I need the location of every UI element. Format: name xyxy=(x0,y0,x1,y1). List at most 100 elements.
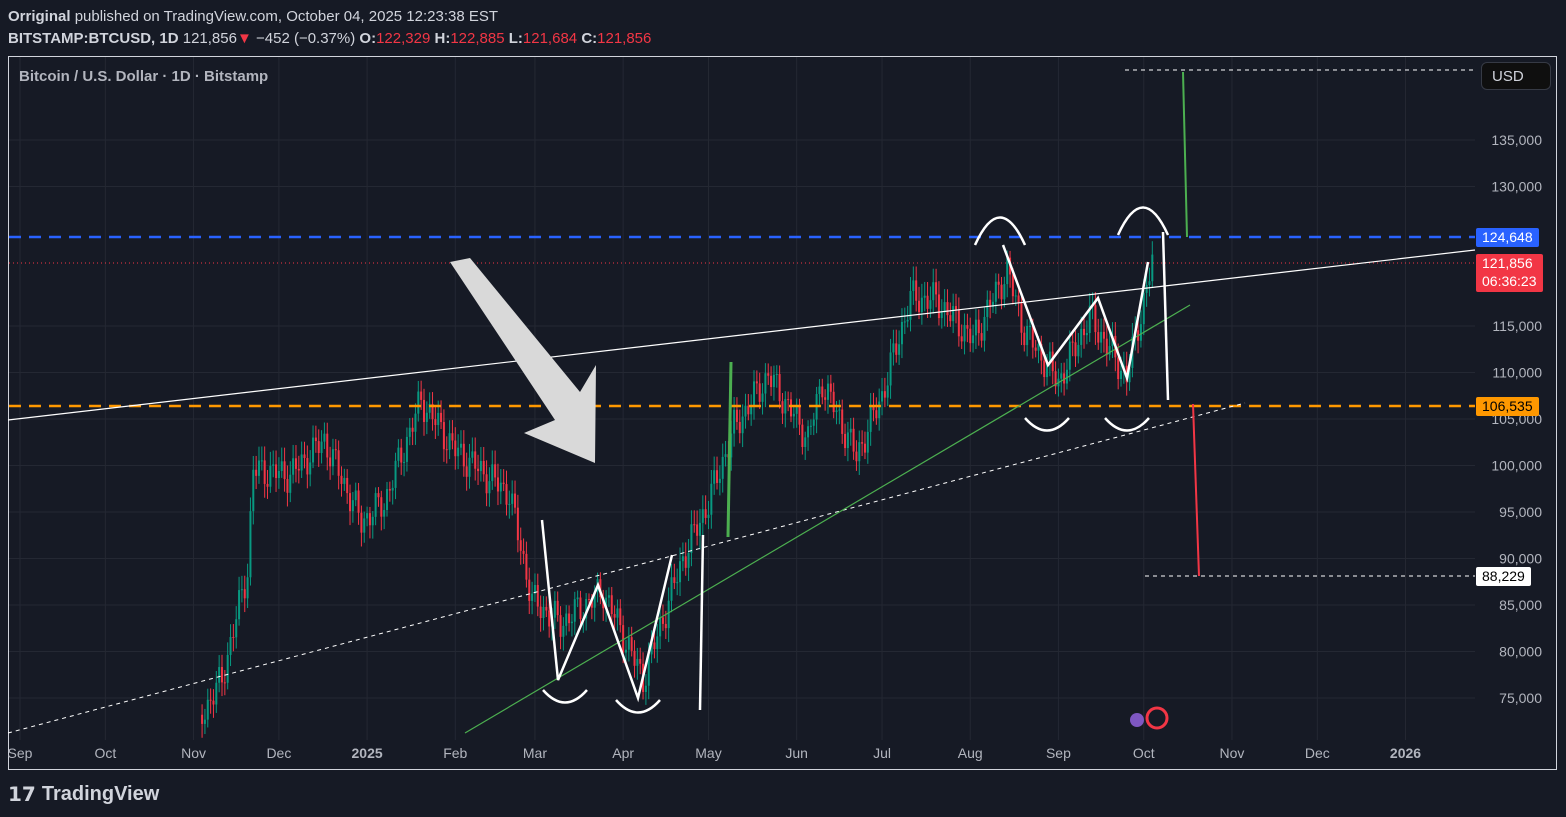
candle-body xyxy=(1054,371,1057,387)
candle-body xyxy=(1102,331,1105,339)
candle-body xyxy=(789,399,792,417)
candle-body xyxy=(1128,367,1131,383)
candle-body xyxy=(613,614,616,618)
candle-body xyxy=(778,374,781,402)
candle-body xyxy=(257,460,260,476)
candle-body xyxy=(983,316,986,341)
candle-body xyxy=(1080,328,1083,345)
candle-body xyxy=(1043,360,1046,378)
candle-body xyxy=(377,493,380,498)
candle-body xyxy=(260,460,263,462)
candle-body xyxy=(451,433,454,441)
candle-body xyxy=(519,540,522,551)
candle-body xyxy=(915,280,918,301)
tradingview-logo[interactable]: 𝟭𝟳 TradingView xyxy=(8,782,159,807)
candle-body xyxy=(909,290,912,320)
top-arc xyxy=(973,216,1027,246)
candle-body xyxy=(252,469,255,512)
candle-body xyxy=(718,478,721,483)
candle-body xyxy=(491,464,494,482)
candle-body xyxy=(1097,332,1100,343)
x-tick-label: Sep xyxy=(1046,745,1071,761)
candle-body xyxy=(292,458,295,475)
candle-body xyxy=(809,425,812,427)
candle-body xyxy=(334,449,337,451)
candle-body xyxy=(679,561,682,583)
candle-body xyxy=(522,550,525,554)
candle-body xyxy=(505,484,508,505)
candle-body xyxy=(445,449,448,451)
x-tick-label: Dec xyxy=(1305,745,1330,761)
currency-button[interactable]: USD xyxy=(1481,62,1551,90)
candle-body xyxy=(744,405,747,417)
candle-body xyxy=(400,447,403,463)
candle-body xyxy=(980,333,983,341)
arrow-shape xyxy=(450,258,596,463)
candle-body xyxy=(900,321,903,345)
candle-body xyxy=(300,454,303,471)
candle-body xyxy=(1068,341,1071,370)
candle-body xyxy=(371,516,374,526)
candle-body xyxy=(525,553,528,580)
candle-body xyxy=(650,642,653,655)
candle-body xyxy=(838,409,841,411)
candle-body xyxy=(368,513,371,526)
candle-body xyxy=(280,461,283,471)
candle-body xyxy=(533,584,536,594)
candle-body xyxy=(329,457,332,467)
low-value: 121,684 xyxy=(522,30,578,47)
candle-body xyxy=(855,451,858,462)
tv-logo-icon: 𝟭𝟳 xyxy=(8,784,36,806)
candle-body xyxy=(841,409,844,434)
candle-body xyxy=(878,401,881,419)
chart-frame[interactable] xyxy=(8,56,1557,770)
candle-body xyxy=(881,391,884,402)
candle-body xyxy=(639,658,642,664)
candle-body xyxy=(391,487,394,491)
candle-body xyxy=(849,428,852,433)
candle-body xyxy=(607,595,610,598)
candle-body xyxy=(955,306,958,310)
candle-body xyxy=(496,477,499,492)
candle-body xyxy=(243,589,246,599)
upside-target-line xyxy=(1182,71,1188,238)
candle-body xyxy=(940,312,943,319)
last-price-value: 121,856 xyxy=(1482,255,1533,271)
y-tick-label: 100,000 xyxy=(1491,458,1542,474)
candle-body xyxy=(824,397,827,400)
published-text: published on TradingView.com, October 04… xyxy=(74,8,499,25)
candle-body xyxy=(303,454,306,459)
candle-body xyxy=(548,610,551,627)
author[interactable]: Orriginal xyxy=(8,8,71,25)
candle-body xyxy=(289,474,292,493)
candle-body xyxy=(516,507,519,541)
candle-body xyxy=(687,552,690,568)
candle-body xyxy=(218,667,221,683)
y-tick-label: 110,000 xyxy=(1492,365,1542,381)
candle-body xyxy=(215,682,218,705)
candle-body xyxy=(553,600,556,618)
bottom-arc xyxy=(1024,417,1070,432)
candle-body xyxy=(346,477,349,494)
x-tick-label: Nov xyxy=(181,745,206,761)
candle-body xyxy=(1037,343,1040,351)
candle-body xyxy=(442,422,445,450)
down-arrow-icon: ▼ xyxy=(236,30,252,47)
candle-body xyxy=(374,493,377,517)
candle-body xyxy=(1117,357,1120,380)
candle-body xyxy=(431,403,434,420)
candle-body xyxy=(388,489,391,491)
candle-body xyxy=(610,595,613,615)
candle-body xyxy=(565,613,568,626)
candle-body xyxy=(1048,351,1051,363)
candle-body xyxy=(659,617,662,637)
open-value: 122,329 xyxy=(376,30,431,47)
candle-body xyxy=(989,299,992,307)
candle-body xyxy=(952,306,955,322)
candle-body xyxy=(593,591,596,608)
x-tick-label: Apr xyxy=(612,745,634,761)
candle-body xyxy=(323,433,326,442)
candle-body xyxy=(949,315,952,322)
candle-body xyxy=(798,404,801,425)
